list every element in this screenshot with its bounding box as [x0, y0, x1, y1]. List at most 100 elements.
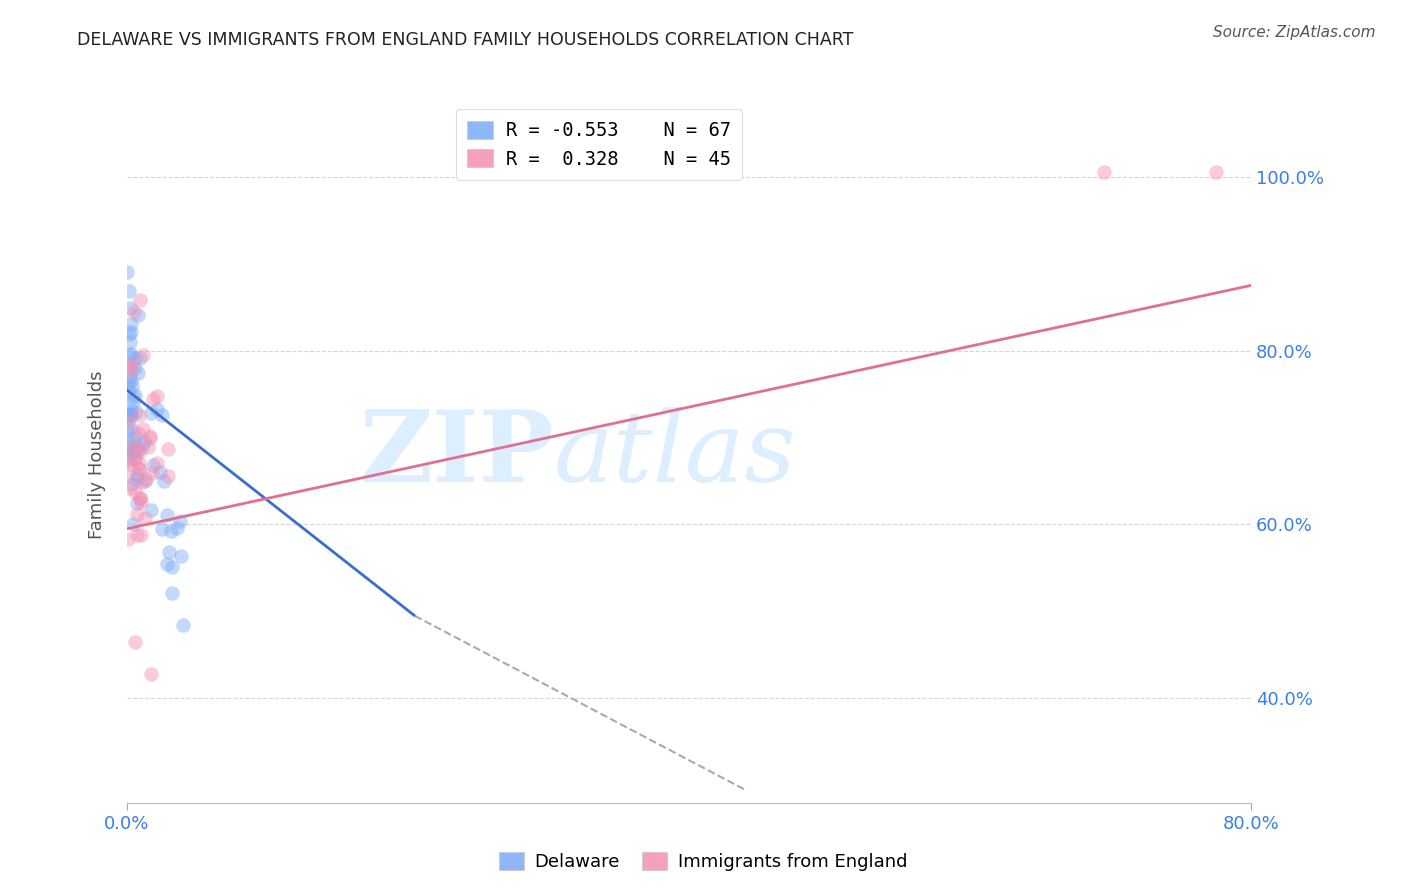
Point: [117, 384, 139, 398]
Point: [146, 402, 169, 417]
Point: [134, 511, 156, 525]
Point: [127, 467, 149, 482]
Point: [121, 446, 143, 460]
Point: [139, 429, 162, 443]
Point: [125, 442, 148, 456]
Point: [127, 443, 149, 458]
Point: [124, 361, 146, 376]
Text: atlas: atlas: [554, 408, 797, 502]
Point: [166, 521, 188, 535]
Point: [120, 408, 142, 422]
Point: [169, 514, 191, 528]
Text: ZIP: ZIP: [359, 407, 554, 503]
Point: [160, 524, 183, 538]
Point: [132, 422, 155, 436]
Point: [125, 496, 148, 510]
Point: [146, 389, 169, 403]
Point: [128, 408, 150, 422]
Point: [129, 351, 152, 365]
Point: [121, 358, 143, 372]
Point: [120, 301, 142, 315]
Point: [129, 494, 152, 508]
Point: [125, 405, 148, 419]
Point: [118, 368, 141, 383]
Point: [150, 522, 173, 536]
Point: [127, 528, 149, 542]
Point: [120, 361, 142, 376]
Point: [129, 491, 152, 505]
Point: [127, 472, 149, 486]
Point: [124, 351, 146, 365]
Point: [120, 374, 142, 388]
Point: [124, 429, 146, 443]
Point: [124, 485, 146, 500]
Point: [120, 421, 142, 435]
Point: [122, 305, 145, 319]
Point: [131, 438, 153, 452]
Point: [128, 461, 150, 475]
Point: [127, 426, 149, 441]
Point: [156, 468, 179, 483]
Point: [160, 586, 183, 600]
Point: [120, 326, 142, 340]
Point: [139, 406, 162, 420]
Point: [149, 465, 172, 479]
Point: [141, 667, 163, 681]
Point: [135, 472, 157, 486]
Text: DELAWARE VS IMMIGRANTS FROM ENGLAND FAMILY HOUSEHOLDS CORRELATION CHART: DELAWARE VS IMMIGRANTS FROM ENGLAND FAMI…: [77, 31, 853, 49]
Point: [150, 409, 173, 423]
Y-axis label: Family Households: Family Households: [87, 371, 105, 539]
Point: [120, 403, 142, 417]
Point: [118, 284, 141, 298]
Point: [117, 415, 139, 429]
Point: [117, 532, 139, 546]
Point: [124, 451, 146, 466]
Point: [136, 440, 159, 454]
Point: [121, 477, 143, 491]
Text: Source: ZipAtlas.com: Source: ZipAtlas.com: [1212, 25, 1375, 40]
Point: [129, 293, 152, 307]
Point: [146, 456, 169, 470]
Point: [121, 378, 143, 392]
Point: [127, 442, 149, 456]
Point: [120, 318, 142, 332]
Point: [127, 308, 149, 322]
Point: [122, 390, 145, 404]
Point: [131, 527, 153, 541]
Point: [117, 421, 139, 435]
Point: [118, 335, 141, 350]
Point: [156, 508, 179, 522]
Point: [120, 347, 142, 361]
Point: [155, 558, 177, 572]
Legend: R = -0.553    N = 67, R =  0.328    N = 45: R = -0.553 N = 67, R = 0.328 N = 45: [456, 110, 742, 180]
Point: [141, 467, 163, 481]
Point: [131, 475, 153, 489]
Point: [122, 516, 145, 531]
Point: [120, 442, 142, 456]
Point: [142, 392, 165, 406]
Point: [117, 376, 139, 391]
Point: [127, 507, 149, 521]
Point: [118, 348, 141, 362]
Point: [127, 366, 149, 380]
Point: [118, 457, 141, 471]
Point: [118, 452, 141, 467]
Point: [121, 439, 143, 453]
Point: [156, 442, 179, 457]
Point: [117, 435, 139, 450]
Point: [172, 617, 194, 632]
Point: [118, 407, 141, 421]
Point: [132, 434, 155, 448]
Point: [139, 431, 162, 445]
Point: [170, 549, 193, 563]
Point: [124, 450, 146, 465]
Point: [122, 442, 145, 457]
Point: [1092, 165, 1115, 179]
Point: [124, 635, 146, 649]
Point: [160, 559, 183, 574]
Point: [153, 475, 176, 489]
Point: [124, 387, 146, 401]
Point: [115, 265, 138, 279]
Point: [117, 469, 139, 483]
Point: [118, 407, 141, 421]
